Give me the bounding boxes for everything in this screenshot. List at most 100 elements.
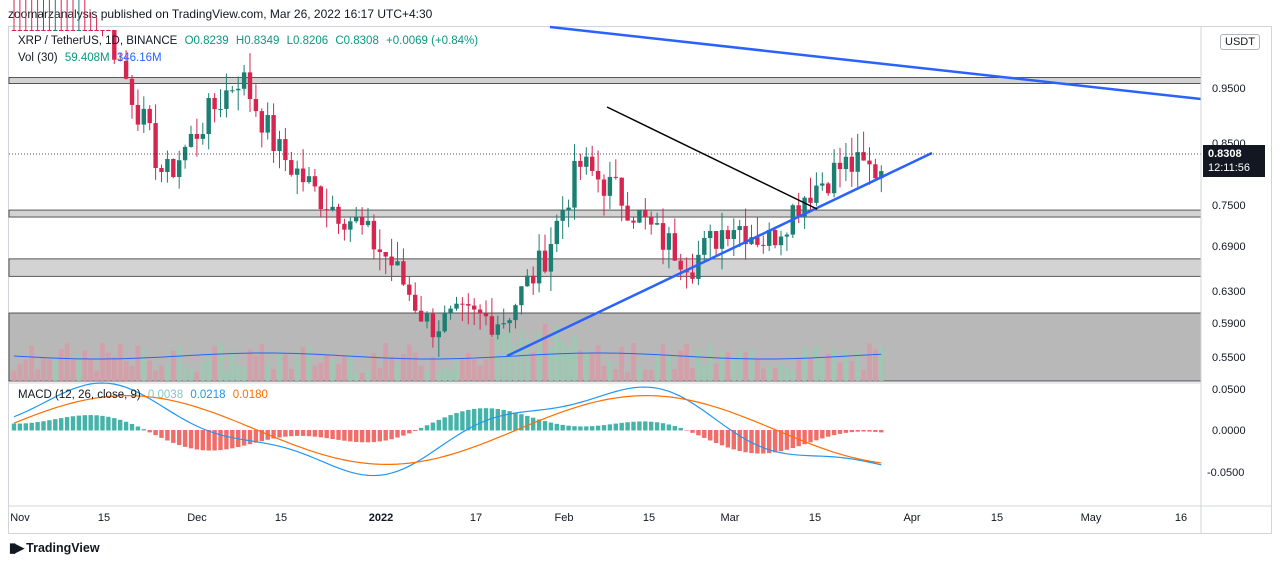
candle-body <box>843 156 849 170</box>
macd-histogram-bar <box>11 423 17 431</box>
macd-histogram-bar <box>666 424 672 431</box>
price-tick-label: 0.6300 <box>1212 286 1246 298</box>
time-tick-label: 16 <box>1175 512 1187 524</box>
volume-bar <box>76 356 82 381</box>
volume-bar <box>648 370 654 381</box>
macd-histogram-bar <box>389 430 394 440</box>
volume-bar <box>631 343 636 381</box>
macd-legend: MACD (12, 26, close, 9) 0.0038 0.0218 0.… <box>18 389 272 401</box>
low-value: L0.8206 <box>286 35 329 47</box>
candle-body <box>448 308 453 313</box>
candle-body <box>755 237 760 245</box>
volume-bar <box>707 344 713 381</box>
macd-histogram-bar <box>507 411 512 431</box>
candle-body <box>182 146 188 161</box>
macd-histogram-bar <box>643 421 648 431</box>
volume-bar <box>808 357 813 381</box>
volume-bar <box>536 331 542 381</box>
macd-histogram-bar <box>802 430 807 445</box>
macd-histogram-bar <box>536 419 542 431</box>
volume-bar <box>165 363 170 381</box>
time-tick-label: Dec <box>187 512 207 524</box>
tradingview-logo[interactable]: ▮▶ TradingView <box>9 540 100 556</box>
macd-histogram-bar <box>436 419 441 431</box>
volume-bar <box>849 361 855 381</box>
open-value: O0.8239 <box>184 35 229 47</box>
volume-bar <box>548 346 554 381</box>
candle-body <box>861 152 866 161</box>
volume-bar <box>342 355 347 381</box>
macd-histogram-bar <box>330 430 335 439</box>
volume-bar <box>660 344 666 381</box>
candle-body <box>365 220 371 226</box>
volume-bar <box>613 368 619 381</box>
macd-histogram-bar <box>855 430 860 432</box>
candle-body <box>424 313 430 322</box>
volume-bar <box>212 346 217 381</box>
candle-body <box>401 261 406 285</box>
candle-body <box>696 254 701 279</box>
volume-bar <box>312 365 318 381</box>
candle-body <box>548 244 554 272</box>
candle-body <box>271 115 276 152</box>
macd-histogram-bar <box>200 430 205 451</box>
candle-body <box>430 313 436 338</box>
volume-bar <box>424 371 430 381</box>
candle-body <box>672 233 677 261</box>
candle-body <box>354 217 359 222</box>
candle-body <box>879 171 884 179</box>
candle-body <box>820 183 825 186</box>
volume-bar <box>300 347 306 381</box>
macd-histogram-bar <box>413 430 418 431</box>
candle-body <box>88 30 93 31</box>
time-tick-label: 15 <box>991 512 1003 524</box>
macd-histogram-bar <box>554 423 559 431</box>
macd-histogram-bar <box>584 426 589 431</box>
volume-bar <box>625 372 630 381</box>
macd-histogram-bar <box>218 430 223 451</box>
volume-bar <box>23 359 29 381</box>
candle-body <box>525 275 530 287</box>
price-tick-label: 0.9500 <box>1212 83 1246 95</box>
volume-bar <box>761 368 766 381</box>
candle-body <box>336 206 341 224</box>
volume-bar <box>271 369 276 381</box>
candle-body <box>489 316 495 335</box>
volume-bar <box>643 369 648 381</box>
macd-tick-label: -0.0500 <box>1207 467 1244 479</box>
macd-histogram-bar <box>725 430 731 448</box>
candle-body <box>224 90 229 109</box>
candle-body <box>814 185 819 203</box>
candle-body <box>690 272 695 279</box>
symbol-label[interactable]: XRP / TetherUS, 1D, BINANCE <box>18 35 178 47</box>
candle-body <box>206 97 211 135</box>
candle-body <box>542 250 548 272</box>
candle-body <box>607 176 613 196</box>
candle-body <box>265 115 270 133</box>
macd-histogram-bar <box>784 430 790 450</box>
volume-bar <box>501 331 506 381</box>
volume-bar <box>123 361 129 381</box>
volume-value: 59.408M <box>64 52 110 64</box>
candle-body <box>324 209 329 211</box>
volume-bar <box>283 354 288 381</box>
price-tick-label: 0.6900 <box>1212 241 1246 253</box>
volume-bar <box>395 363 400 381</box>
candle-body <box>330 206 335 211</box>
macd-histogram-bar <box>501 409 506 431</box>
volume-bar <box>70 359 76 381</box>
volume-bar <box>412 352 418 381</box>
volume-bar <box>442 368 447 381</box>
candle-countdown: 12:11:56 <box>1208 162 1251 174</box>
macd-histogram-bar <box>796 430 801 447</box>
macd-tick-label: 0.0000 <box>1212 425 1246 437</box>
macd-histogram-bar <box>59 418 64 431</box>
macd-histogram-bar <box>277 430 282 438</box>
macd-histogram-bar <box>94 415 99 431</box>
macd-histogram-bar <box>70 416 76 431</box>
volume-bar <box>802 347 807 381</box>
volume-bar <box>513 344 518 381</box>
currency-button[interactable]: USDT <box>1220 34 1260 50</box>
macd-histogram-bar <box>749 430 754 454</box>
